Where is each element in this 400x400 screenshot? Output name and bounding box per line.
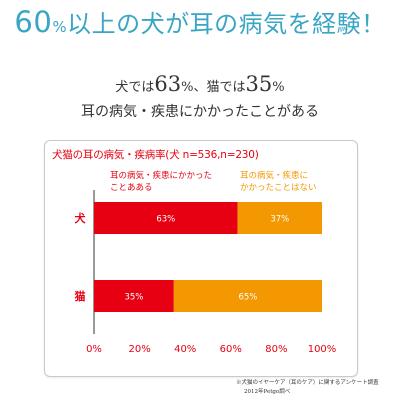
x-tick-label-3: 60% — [220, 344, 242, 355]
headline-percent-sign: % — [52, 18, 68, 36]
subhead-dog-prefix: 犬では — [115, 80, 155, 95]
subhead-cat-value: 35 — [245, 72, 273, 96]
series-label-1-line-0: 耳の病気・疾患に — [240, 170, 308, 181]
category-label-1: 猫 — [75, 289, 86, 303]
series-label-0-line-0: 耳の病気・疾患にかかった — [110, 170, 212, 181]
footnote-line2: 2012年Petgo調べ — [244, 389, 291, 395]
series-label-0-line-1: ことあある — [110, 183, 153, 193]
bar-label-0-1: 37% — [270, 215, 289, 225]
headline-percent: 60 — [14, 5, 53, 39]
subhead-dog-value: 63 — [154, 72, 182, 96]
series-label-1-line-1: かかったことはない — [240, 183, 317, 193]
x-tick-label-4: 80% — [265, 344, 287, 355]
bar-1-1 — [173, 280, 322, 312]
bar-label-1-1: 65% — [238, 293, 257, 303]
footnote-line1: ※犬猫のイヤーケア（耳のケア）に関するアンケート調査 — [236, 380, 379, 386]
x-tick-label-5: 100% — [308, 344, 337, 355]
subhead-pct: % — [272, 80, 285, 95]
headline-text: 以上の犬が耳の病気を経験！ — [67, 10, 386, 38]
chart-panel — [44, 140, 358, 377]
bar-1-0 — [94, 280, 174, 312]
subhead-mid: %、猫では — [181, 80, 246, 95]
headline: 60%以上の犬が耳の病気を経験！ — [0, 4, 400, 39]
subhead-line2: 耳の病気・疾患にかかったことがある — [81, 104, 319, 120]
subhead-line1: 犬では63%、猫では35% — [0, 72, 400, 96]
bar-label-1-0: 35% — [124, 293, 143, 303]
footnote: ※犬猫のイヤーケア（耳のケア）に関するアンケート調査 2012年Petgo調べ — [236, 379, 379, 397]
bar-label-0-0: 63% — [156, 215, 175, 225]
bar-0-0 — [94, 202, 238, 234]
x-tick-label-1: 20% — [128, 344, 150, 355]
x-tick-label-2: 40% — [174, 344, 196, 355]
category-label-0: 犬 — [75, 211, 87, 225]
x-tick-label-0: 0% — [86, 344, 102, 355]
bar-0-1 — [237, 202, 322, 234]
chart-title: 犬猫の耳の病気・疾病率(犬 n=536,n=230) — [52, 149, 259, 161]
